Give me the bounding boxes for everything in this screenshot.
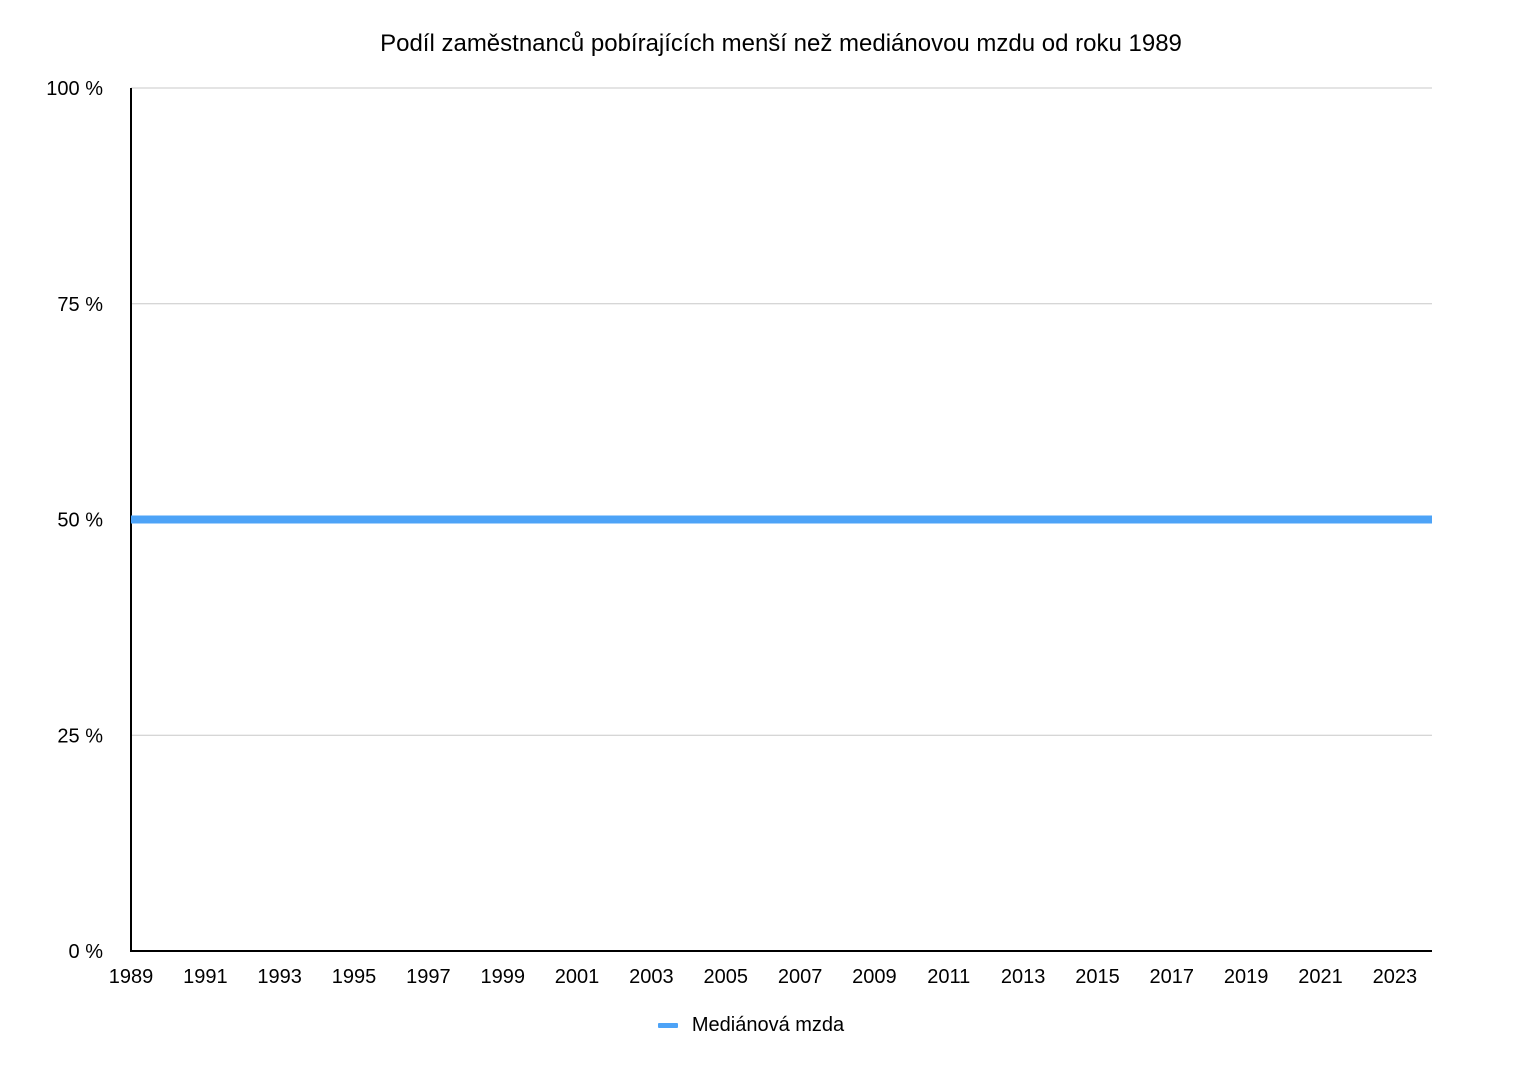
x-tick-label: 2021	[1298, 966, 1343, 988]
y-tick-label: 50 %	[57, 510, 103, 532]
chart-title: Podíl zaměstnanců pobírajících menší než…	[380, 30, 1182, 57]
x-tick-label: 1989	[109, 966, 154, 988]
y-tick-label: 0 %	[69, 941, 104, 963]
x-tick-labels: 1989 1991 1993 1995 1997 1999 2001 2003 2005 2007…	[109, 966, 1417, 988]
x-tick-label: 2019	[1224, 966, 1269, 988]
x-tick-label: 2001	[555, 966, 600, 988]
x-tick-label: 1997	[406, 966, 451, 988]
grid-lines	[131, 87, 1432, 736]
y-tick-label: 75 %	[57, 294, 103, 316]
x-tick-label: 2017	[1150, 966, 1195, 988]
x-tick-label: 1993	[257, 966, 302, 988]
legend: Mediánová mzda	[0, 1014, 1502, 1037]
x-tick-label: 2013	[1001, 966, 1046, 988]
x-tick-label: 2009	[852, 966, 897, 988]
y-tick-label: 25 %	[57, 725, 103, 747]
x-tick-label: 2015	[1075, 966, 1120, 988]
x-tick-label: 2003	[629, 966, 674, 988]
y-tick-label: 100 %	[46, 78, 103, 100]
x-tick-label: 2007	[778, 966, 823, 988]
x-tick-label: 2023	[1373, 966, 1418, 988]
x-tick-label: 1999	[480, 966, 525, 988]
x-tick-label: 2011	[927, 966, 970, 988]
x-tick-label: 1995	[332, 966, 377, 988]
legend-label: Mediánová mzda	[691, 1014, 845, 1036]
legend-swatch-icon	[657, 1023, 678, 1028]
x-tick-label: 2005	[703, 966, 748, 988]
y-tick-labels: 0 % 25 % 50 % 75 % 100 %	[46, 78, 103, 963]
x-tick-label: 1991	[183, 966, 228, 988]
